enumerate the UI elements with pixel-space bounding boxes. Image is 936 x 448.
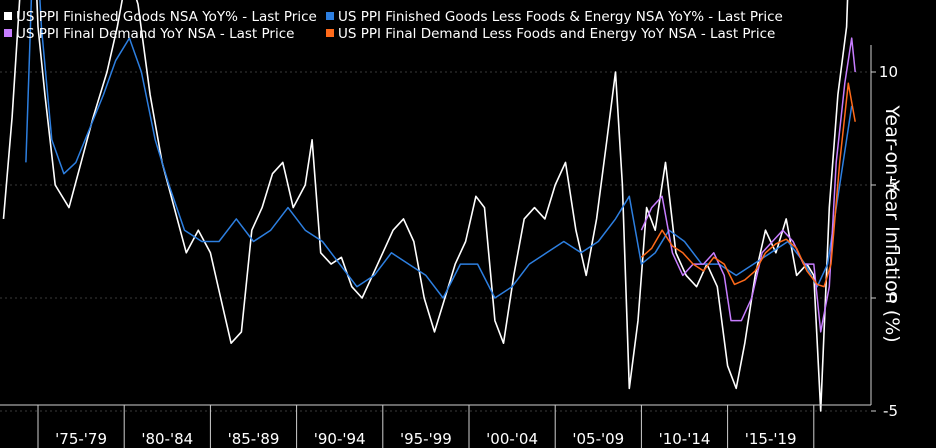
legend-item-finished-goods-core: US PPI Finished Goods Less Foods & Energ…	[326, 9, 783, 26]
x-tick-label: '85-'89	[228, 430, 280, 448]
x-tick-label: '05-'09	[572, 430, 624, 448]
legend-label: US PPI Final Demand Less Foods and Energ…	[338, 26, 776, 42]
y-tick-label: -5	[883, 402, 898, 420]
legend-swatch-white	[4, 12, 12, 20]
x-tick-label: '75-'79	[55, 430, 107, 448]
legend-swatch-orange	[326, 29, 334, 37]
legend: US PPI Finished Goods NSA YoY% - Last Pr…	[4, 9, 783, 43]
legend-label: US PPI Finished Goods Less Foods & Energ…	[338, 9, 783, 25]
series-line-0	[2, 0, 849, 412]
y-tick-label: 0	[888, 289, 898, 307]
legend-item-finished-goods: US PPI Finished Goods NSA YoY% - Last Pr…	[4, 9, 326, 26]
x-tick-label: '80-'84	[141, 430, 193, 448]
y-axis-title-text: Year-on-Year Inflation (%)	[881, 105, 903, 343]
series-line-3	[640, 82, 856, 288]
x-tick-label: '00-'04	[486, 430, 538, 448]
legend-item-final-demand-core: US PPI Final Demand Less Foods and Energ…	[326, 26, 775, 43]
x-tick-label: '10-'14	[659, 430, 711, 448]
x-tick-label: '95-'99	[400, 430, 452, 448]
legend-label: US PPI Finished Goods NSA YoY% - Last Pr…	[16, 9, 317, 25]
legend-label: US PPI Final Demand YoY NSA - Last Price	[16, 26, 295, 42]
legend-swatch-purple	[4, 29, 12, 37]
legend-item-final-demand: US PPI Final Demand YoY NSA - Last Price	[4, 26, 326, 43]
x-tick-label: '15-'19	[745, 430, 797, 448]
legend-swatch-blue	[326, 12, 334, 20]
x-tick-label: '90-'94	[314, 430, 366, 448]
y-tick-label: 5	[888, 176, 898, 194]
y-tick-label: 10	[879, 63, 898, 81]
